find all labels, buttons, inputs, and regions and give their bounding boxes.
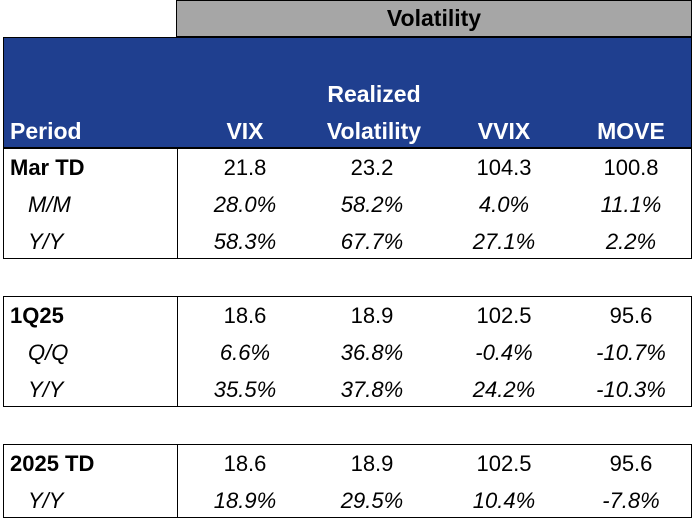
cell-move: 11.1% xyxy=(600,191,662,217)
column-header-realized-line2: Volatility xyxy=(326,118,422,144)
cell-realized-volatility: 58.2% xyxy=(340,191,404,217)
cell-realized-volatility: 29.5% xyxy=(340,487,404,513)
cell-vix: 18.6 xyxy=(223,450,267,476)
cell-vix: 6.6% xyxy=(219,339,271,365)
column-divider xyxy=(177,297,178,406)
cell-realized-volatility: 18.9 xyxy=(350,450,394,476)
cell-realized-volatility: 23.2 xyxy=(350,154,394,180)
cell-vvix: 27.1% xyxy=(472,228,536,254)
cell-vvix: 104.3 xyxy=(476,154,532,180)
cell-realized-volatility: 67.7% xyxy=(340,228,404,254)
table-row: Y/Y 35.5% 37.8% 24.2% -10.3% xyxy=(4,371,691,408)
cell-realized-volatility: 18.9 xyxy=(350,302,394,328)
row-label: 1Q25 xyxy=(10,302,64,328)
cell-vix: 18.6 xyxy=(223,302,267,328)
cell-move: -10.7% xyxy=(596,339,666,365)
cell-realized-volatility: 37.8% xyxy=(340,376,404,402)
table-row: M/M 28.0% 58.2% 4.0% 11.1% xyxy=(4,186,691,223)
cell-vix: 28.0% xyxy=(213,191,277,217)
table-row: 1Q25 18.6 18.9 102.5 95.6 xyxy=(4,297,691,334)
table-row: Q/Q 6.6% 36.8% -0.4% -10.7% xyxy=(4,334,691,371)
column-header-realized-volatility: Realized Volatility xyxy=(304,80,444,145)
table-row: Y/Y 58.3% 67.7% 27.1% 2.2% xyxy=(4,223,691,260)
row-label: Y/Y xyxy=(28,376,64,402)
row-label: 2025 TD xyxy=(10,450,95,476)
cell-move: -7.8% xyxy=(602,487,660,513)
section-1q25: 1Q25 18.6 18.9 102.5 95.6 Q/Q 6.6% 36.8%… xyxy=(3,296,692,407)
cell-vvix: 4.0% xyxy=(478,191,530,217)
column-header-move: MOVE xyxy=(597,118,665,144)
row-label: M/M xyxy=(28,191,71,217)
section-mar-td: Mar TD 21.8 23.2 104.3 100.8 M/M 28.0% 5… xyxy=(3,148,692,259)
cell-move: 100.8 xyxy=(603,154,659,180)
cell-vvix: -0.4% xyxy=(475,339,533,365)
group-header-volatility: Volatility xyxy=(176,0,692,37)
row-label: Q/Q xyxy=(28,339,69,365)
cell-vix: 35.5% xyxy=(213,376,277,402)
column-header-period: Period xyxy=(10,118,82,144)
row-label: Mar TD xyxy=(10,154,85,180)
row-label: Y/Y xyxy=(28,228,64,254)
column-divider xyxy=(177,445,178,517)
cell-vvix: 10.4% xyxy=(472,487,536,513)
cell-move: 95.6 xyxy=(609,450,653,476)
column-divider xyxy=(177,149,178,258)
column-header-realized-line1: Realized xyxy=(327,81,421,107)
cell-vix: 21.8 xyxy=(223,154,267,180)
table-row: Y/Y 18.9% 29.5% 10.4% -7.8% xyxy=(4,482,691,519)
cell-vix: 18.9% xyxy=(213,487,277,513)
cell-move: 2.2% xyxy=(605,228,657,254)
cell-vvix: 102.5 xyxy=(476,302,532,328)
table-row: 2025 TD 18.6 18.9 102.5 95.6 xyxy=(4,445,691,482)
table-row: Mar TD 21.8 23.2 104.3 100.8 xyxy=(4,149,691,186)
cell-vvix: 24.2% xyxy=(472,376,536,402)
row-label: Y/Y xyxy=(28,487,64,513)
group-title: Volatility xyxy=(386,5,482,31)
column-header-vvix: VVIX xyxy=(477,118,531,144)
cell-realized-volatility: 36.8% xyxy=(340,339,404,365)
cell-move: 95.6 xyxy=(609,302,653,328)
section-2025-td: 2025 TD 18.6 18.9 102.5 95.6 Y/Y 18.9% 2… xyxy=(3,444,692,518)
cell-move: -10.3% xyxy=(596,376,666,402)
cell-vvix: 102.5 xyxy=(476,450,532,476)
cell-vix: 58.3% xyxy=(213,228,277,254)
column-header-vix: VIX xyxy=(226,118,264,144)
column-header-row: Period VIX Realized Volatility VVIX MOVE xyxy=(3,37,692,148)
